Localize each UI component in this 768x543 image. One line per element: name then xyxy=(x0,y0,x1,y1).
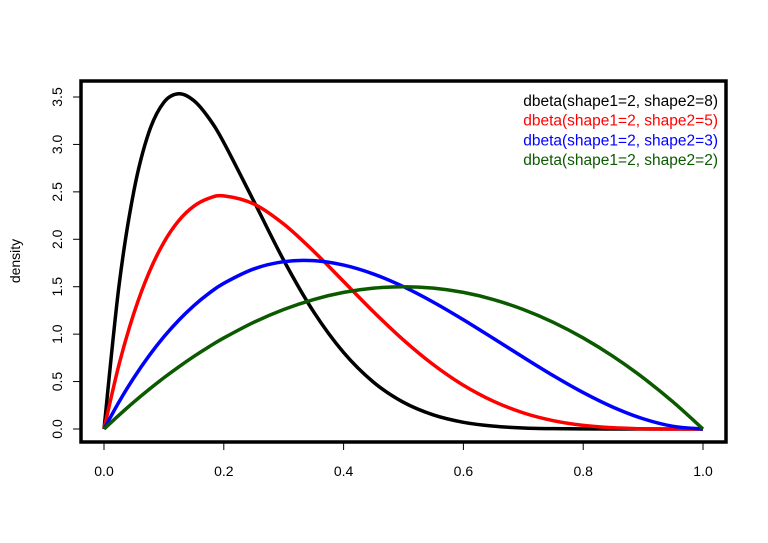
y-axis: 0.0 0.5 1.0 1.5 2.0 2.5 3.0 3.5 xyxy=(49,87,81,439)
y-tick-label: 0.0 xyxy=(49,419,65,439)
x-axis: 0.0 0.2 0.4 0.6 0.8 1.0 xyxy=(94,442,713,479)
y-axis-label: density xyxy=(7,239,23,283)
y-tick-label: 3.5 xyxy=(49,87,65,107)
y-tick-label: 1.5 xyxy=(49,277,65,297)
series-line-1 xyxy=(102,193,704,431)
legend-entry-2: dbeta(shape1=2, shape2=3) xyxy=(523,132,718,149)
y-tick-label: 2.5 xyxy=(49,182,65,202)
legend-entry-1: dbeta(shape1=2, shape2=5) xyxy=(523,113,718,130)
legend: dbeta(shape1=2, shape2=8) dbeta(shape1=2,… xyxy=(523,93,718,169)
series-line-2 xyxy=(102,258,704,431)
series-lines xyxy=(102,92,705,431)
x-tick-label: 0.2 xyxy=(214,463,234,479)
x-tick-label: 1.0 xyxy=(693,463,713,479)
y-tick-label: 2.0 xyxy=(49,229,65,249)
y-tick-label: 0.5 xyxy=(49,372,65,392)
series-line-0 xyxy=(102,92,703,431)
x-tick-label: 0.4 xyxy=(334,463,354,479)
series-line-3 xyxy=(102,284,705,431)
plot-frame xyxy=(79,79,728,444)
legend-entry-3: dbeta(shape1=2, shape2=2) xyxy=(523,152,718,169)
legend-entry-0: dbeta(shape1=2, shape2=8) xyxy=(523,93,718,110)
y-tick-label: 1.0 xyxy=(49,324,65,344)
x-tick-label: 0.6 xyxy=(454,463,474,479)
y-tick-label: 3.0 xyxy=(49,134,65,154)
x-tick-label: 0.0 xyxy=(94,463,114,479)
x-tick-label: 0.8 xyxy=(573,463,593,479)
